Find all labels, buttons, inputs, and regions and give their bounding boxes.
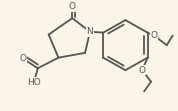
Text: O: O xyxy=(20,54,27,63)
Text: O: O xyxy=(69,2,76,11)
Text: O: O xyxy=(139,66,146,75)
Text: O: O xyxy=(150,31,158,40)
Text: HO: HO xyxy=(27,78,41,87)
Text: N: N xyxy=(87,27,93,36)
